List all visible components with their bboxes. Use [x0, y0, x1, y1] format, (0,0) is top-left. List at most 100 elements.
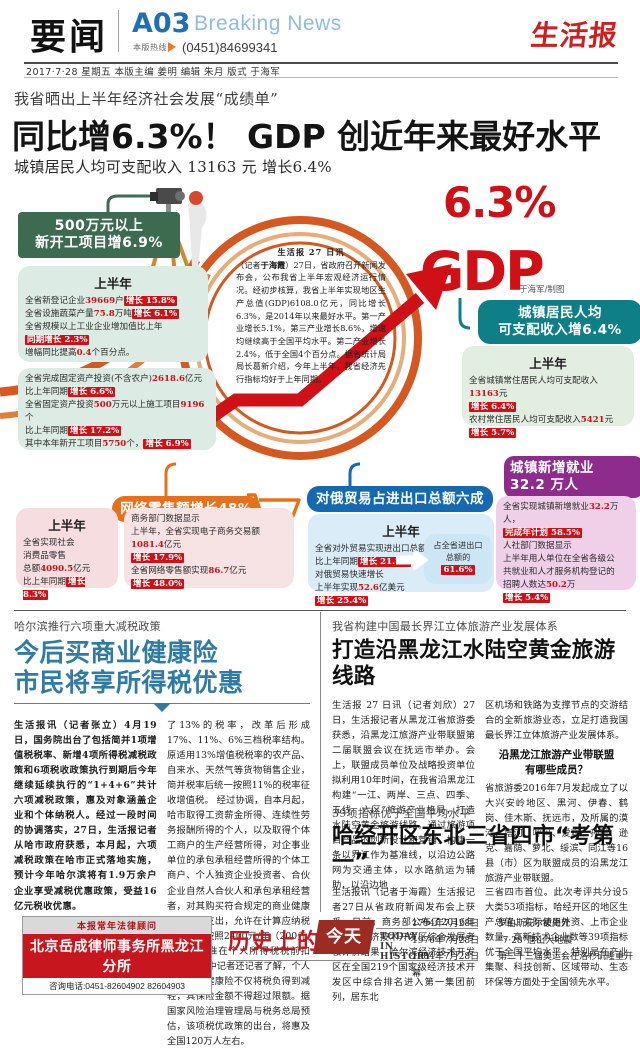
center-story-reporter: 于海霞	[260, 259, 286, 270]
stat-text: 全省设施蔬菜产量	[25, 309, 94, 320]
today-in-history-block: 历史上的 今天 TODAY IN HISTORY	[228, 920, 478, 962]
callout-label: 占全省进出口总额的	[433, 540, 483, 563]
stat-highlight: 增长 15.8%	[123, 296, 177, 306]
panel-fixed-assets: 全省完成固定资产投资(不含农户)2618.6亿元 比上年同期 增长 6.6% 全省固定…	[18, 368, 216, 450]
hotline-number: (0451)84699341	[182, 40, 278, 55]
history-item: 1976年7月28日 “7·28”唐山大地震	[412, 933, 640, 950]
section-title: 要闻	[30, 16, 109, 58]
paper-logo: 生活报	[529, 19, 620, 52]
stat-number: 39669	[85, 296, 116, 306]
center-story: 生活报 27 日讯 （记者于海霞）27日，省政府召开新闻发布会，公布我省上半年宏…	[236, 246, 386, 386]
hotline-label: 本版热线	[133, 43, 167, 52]
triangle-icon	[168, 42, 176, 52]
stat-highlight: 增长 17.2%	[67, 426, 122, 437]
tag-urban-income-label: 城镇居民人均 可支配收入增6.4%	[498, 305, 622, 338]
page-footer: 本报常年法律顾问 北京岳成律师事务所黑龙江分所 咨询电话:0451-826049…	[0, 912, 640, 995]
panel-ecommerce: 商务部门数据显示 上半年，全省实现电子商务交易额1081.4亿元 增长 17.9% 全…	[124, 508, 294, 591]
panel-line: 增长 5.7%	[469, 427, 627, 440]
page-title: 同比增6.3%！ GDP 创近年来最好水平	[12, 117, 602, 156]
stat-number: 50.2	[545, 580, 567, 591]
stat-text: 全省实现社会	[23, 538, 75, 548]
panel-line: 对俄贸易快速增长	[315, 569, 487, 582]
stat-text: 对俄贸易快速增长	[315, 570, 384, 581]
panel-income-lines: 全省城镇常住居民人均可支配收入13163元 增长 6.4% 农村常住居民人均可支配收…	[469, 375, 627, 440]
headline-kicker: 我省晒出上半年经济社会发展“成绩单”	[14, 90, 279, 108]
panel-consumer-retail: 上半年 全省实现社会 消费品零售 总额4090.5亿元 比上年同期 增长 8.3%	[16, 508, 118, 601]
panel-line: 招聘人数达50.2万	[503, 579, 629, 592]
center-story-body: 27日，省政府召开新闻发布会，公布我省上半年宏观经济运行情况。经初步核算，我省上…	[236, 259, 386, 385]
panel-employment-lines: 全省实现城镇新增就业32.2万人， 完成年计划 58.5% 人社部门数据显示 上半年用…	[503, 501, 629, 606]
stat-text: 个，	[126, 439, 144, 450]
panel-trade-share-callout: 占全省进出口总额的 61.6%	[424, 534, 492, 584]
panel-ecommerce-lines: 商务部门数据显示 上半年，全省实现电子商务交易额1081.4亿元 增长 17.9% 全…	[131, 513, 287, 591]
stat-text: 亿元	[163, 540, 182, 551]
article-development-zone-headline: 哈经开区东北三省四市“考第一”	[332, 824, 615, 876]
article-development-zone-kicker: 39项指标优于全国平均水平	[332, 807, 471, 820]
stat-highlight: 增长 6.1%	[131, 309, 180, 320]
panel-income: 上半年 全省城镇常住居民人均可支配收入13163元 增长 6.4% 农村常住居民人均…	[462, 346, 634, 439]
article-tax-policy-col2: 了13%的税率，改革后形成17%、11%、6%三档税率结构。原适用13%增值税税…	[167, 720, 310, 1047]
tag-new-projects-label: 500万元以上 新开工项目增6.9%	[35, 217, 163, 252]
stat-number: 2618.6	[152, 374, 185, 384]
masthead-rule-secondary	[24, 77, 618, 78]
stat-number: 5750	[102, 439, 127, 450]
stat-text: 全省新登记企业	[25, 296, 86, 306]
stat-text: 增幅同比提高	[25, 348, 77, 359]
panel-line: 全省设施蔬菜产量75.8万吨 增长 6.1%	[25, 308, 201, 321]
panel-line: 全省城镇常住居民人均可支配收入 13163元	[469, 375, 627, 401]
newspaper-page: 要闻 A03 Breaking News 本版热线 (0451)84699341…	[0, 8, 640, 1047]
dateline: 2017·7·28 星期五 本版主编 姜明 编辑 朱月 版式 于海军	[26, 67, 281, 78]
stat-highlight: 增长 6.9%	[143, 439, 191, 450]
panel-line: 同期增长 2.3%	[25, 334, 201, 347]
panel-line: 全省实现城镇新增就业32.2万人，	[503, 501, 629, 527]
stat-highlight: 增长 5.7%	[469, 428, 517, 439]
article-tourism-route-subhead: 沿黑龙江旅游产业带联盟 有哪些成员？	[498, 748, 615, 776]
stat-number: 0.4	[76, 348, 92, 359]
stat-text: 户	[115, 296, 124, 306]
panel-line: 上半年实现52.6亿美元	[315, 582, 487, 595]
gdp-word-label: GDP	[420, 240, 545, 303]
stat-text: 个百分点。	[91, 348, 135, 359]
panel-line: 商务部门数据显示	[131, 513, 287, 526]
stat-text: 万元以上施工项目	[111, 400, 181, 411]
panel-line: 全省网络零售额实现86.7亿元	[131, 565, 287, 578]
stat-text: 全省城镇常住居民人均可支配收入	[469, 376, 598, 386]
masthead-rule	[24, 62, 618, 64]
center-story-source: 生活报 27 日讯	[277, 247, 345, 257]
article-development-zone-col2: 三省四市首位。此次考评共分设5大类53项指标，哈经开区的地区生产总值、实际使用外…	[485, 886, 628, 989]
article-tourism-route-headline: 打造沿黑龙江水陆空黄金旅游线路	[332, 638, 616, 689]
tag-urban-income: 城镇居民人均 可支配收入增6.4%	[478, 300, 640, 344]
infographic: 500万元以上 新开工项目增6.9% 网络零售额增长48% 对俄贸易占进出口总额…	[0, 178, 640, 610]
tag-new-jobs: 城镇新增就业 32.2 万人	[504, 456, 640, 498]
article-tourism-route-col1: 生活报 27 日讯（记者刘欣）27日，生活报记者从黑龙江省旅游委获悉，沿黑龙江旅…	[332, 699, 475, 892]
today-badge: 今天	[313, 920, 375, 954]
panel-line: 全省固定资产投资500万元以上施工项目9196 个	[25, 399, 209, 425]
stat-highlight: 增长 21.7%	[357, 557, 412, 568]
tag-russia-trade: 对俄贸易占进出口总额六成	[307, 486, 493, 512]
arrow-right-icon	[396, 550, 428, 570]
panel-line: 比上年同期 增长 6.6%	[25, 386, 209, 399]
article-tourism-route: 我省构建中国最长界江立体旅游产业发展体系 打造沿黑龙江水陆空黄金旅游线路 生活报…	[332, 618, 628, 893]
panel-line: 全省新登记企业39669户 增长 15.8%	[25, 295, 201, 308]
stat-number: 75.8	[93, 309, 115, 320]
article-tourism-route-kicker: 我省构建中国最长界江立体旅游产业发展体系	[332, 620, 558, 633]
stat-highlight: 增长 25.4%	[315, 596, 369, 607]
stat-highlight: 增长 17.9%	[131, 553, 185, 564]
stat-text: 全省规模以上工业企业增加值比上年	[25, 322, 163, 333]
stat-text: 共就业和人才服务机构登记的	[503, 567, 615, 578]
stat-text: 全省固定资产投资	[25, 400, 94, 411]
history-item-date: 1794年7月28日	[412, 919, 480, 929]
panel-line: 人社部门数据显示	[503, 540, 629, 553]
panel-enterprise-heading: 上半年	[94, 276, 132, 291]
law-firm-phone: 咨询电话:0451-82604902 82604903	[48, 981, 186, 991]
stat-text: 招聘人数达	[503, 580, 546, 591]
stat-text: 万人，	[503, 502, 619, 526]
tag-new-jobs-label: 城镇新增就业 32.2 万人	[510, 460, 594, 493]
stat-text: 上半年，全省实现电子商务交易额	[131, 527, 260, 538]
stat-text: 比上年同期	[23, 577, 66, 588]
headline-subhead: 城镇居民人均可支配收入 13163 元 增长6.4%	[14, 158, 332, 176]
history-item: 1794年7月28日 罗伯斯庇尔被处死	[412, 916, 640, 933]
panel-line: 农村常住居民人均可支配收入5421元	[469, 414, 627, 427]
panel-line: 总额4090.5亿元	[23, 563, 111, 576]
stat-text: 全省完成固定资产投资(不含农户)	[25, 374, 153, 384]
